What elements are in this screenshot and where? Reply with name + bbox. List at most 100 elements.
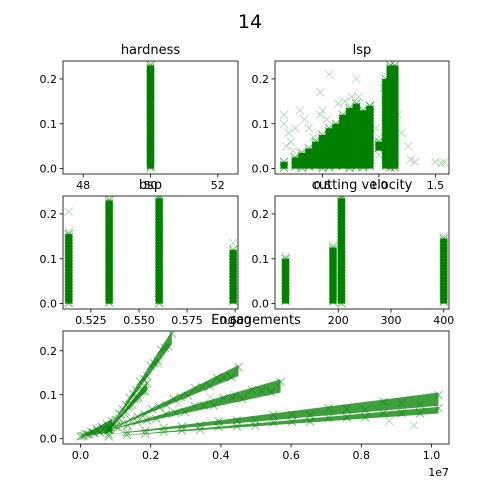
data-point <box>281 141 291 151</box>
band-mark <box>104 196 114 307</box>
band-mark <box>311 137 321 171</box>
data-point <box>300 153 309 162</box>
band-marker <box>297 160 307 170</box>
data-point <box>174 399 184 408</box>
data-point <box>154 196 164 201</box>
data-point <box>146 63 155 73</box>
y-tick-label: 0.0 <box>40 163 58 176</box>
data-point <box>146 137 155 147</box>
fan-marker <box>106 425 115 435</box>
data-point <box>146 88 155 97</box>
fan-marker <box>183 391 193 401</box>
fan-marker <box>122 430 132 440</box>
fan-marker <box>140 386 150 396</box>
figure-title: 14 <box>238 11 262 33</box>
x-tick-label: 0.4 <box>212 449 230 462</box>
fan-mark <box>104 403 443 441</box>
data-point <box>440 157 449 167</box>
band-marker <box>154 295 164 305</box>
data-point <box>354 92 363 102</box>
band-mark <box>439 234 449 306</box>
fan-marker <box>342 413 352 422</box>
data-point <box>365 101 375 111</box>
x-tick-label: 400 <box>433 314 454 327</box>
band-marker <box>64 295 74 305</box>
data-point <box>290 123 300 133</box>
fan-fill <box>108 379 281 430</box>
band-marker <box>154 298 164 308</box>
fan-marker <box>212 373 222 383</box>
band-marker <box>290 162 300 171</box>
data-point <box>146 61 155 68</box>
fan-marker <box>177 422 187 431</box>
data-point <box>64 227 74 237</box>
band-mark <box>228 245 238 306</box>
subplot-4: 200 300 400 0.0 0.1 0.2 cutting velocity <box>252 178 455 327</box>
band-marker <box>358 162 368 172</box>
fan-marker <box>397 398 407 408</box>
band-marker <box>390 163 400 172</box>
subplot-title: hardness <box>121 43 181 58</box>
band-marker <box>328 297 338 306</box>
x-tick-label: 0.0 <box>72 449 90 462</box>
fan-marker <box>199 401 209 410</box>
fan-marker <box>360 413 370 422</box>
data-point <box>379 83 388 93</box>
fan-marker <box>125 401 135 410</box>
fan-marker <box>176 392 186 402</box>
fan-marker <box>379 397 388 407</box>
data-point <box>64 207 74 217</box>
fan-marker <box>415 400 425 410</box>
band-marker <box>338 161 348 171</box>
fan-marker <box>81 429 91 439</box>
data-point <box>146 97 155 106</box>
band-mark <box>64 229 74 308</box>
band-mark <box>290 153 300 171</box>
band-mark <box>351 99 361 171</box>
data-point <box>286 137 296 147</box>
band-mark <box>324 123 334 172</box>
fan-marker <box>324 403 333 413</box>
fan-marker <box>159 427 168 437</box>
data-point <box>361 110 370 120</box>
data-point <box>309 132 318 142</box>
band-marker <box>338 158 348 168</box>
data-point <box>295 105 305 115</box>
band-marker <box>304 159 314 168</box>
band-mark <box>358 105 368 172</box>
fan-marker <box>136 386 146 396</box>
fan-marker <box>123 421 133 430</box>
band-mark <box>279 157 289 173</box>
fan-marker <box>161 409 171 419</box>
band-mark <box>338 110 348 171</box>
data-point <box>104 196 114 203</box>
y-tick-label: 0.0 <box>252 163 270 176</box>
axes-frame <box>62 330 450 445</box>
fan-marker <box>167 331 177 338</box>
fan-marker <box>161 400 171 410</box>
band-mark <box>331 119 341 171</box>
data-point <box>206 392 215 402</box>
x-tick-label: 0.600 <box>219 314 251 327</box>
band-fill <box>305 148 313 169</box>
fan-marker <box>305 410 315 420</box>
data-point <box>347 92 357 102</box>
fan-marker <box>113 423 123 432</box>
x-tick-label: 0.6 <box>282 449 300 462</box>
data-point <box>374 150 384 160</box>
fan-marker <box>104 425 113 435</box>
data-point <box>153 359 163 369</box>
band-mark <box>154 196 164 308</box>
band-marker <box>351 159 361 168</box>
data-point <box>410 157 420 167</box>
x-tick-label: 1.5 <box>427 179 445 192</box>
band-mark <box>390 61 400 172</box>
fan-marker <box>123 402 133 411</box>
band-fill <box>366 105 374 169</box>
fan-mark <box>104 378 152 435</box>
fan-marker <box>238 394 247 404</box>
fan-mark <box>104 390 443 439</box>
band-fill <box>312 141 320 169</box>
band-mark <box>328 243 338 306</box>
y-tick-label: 0.0 <box>40 298 58 311</box>
